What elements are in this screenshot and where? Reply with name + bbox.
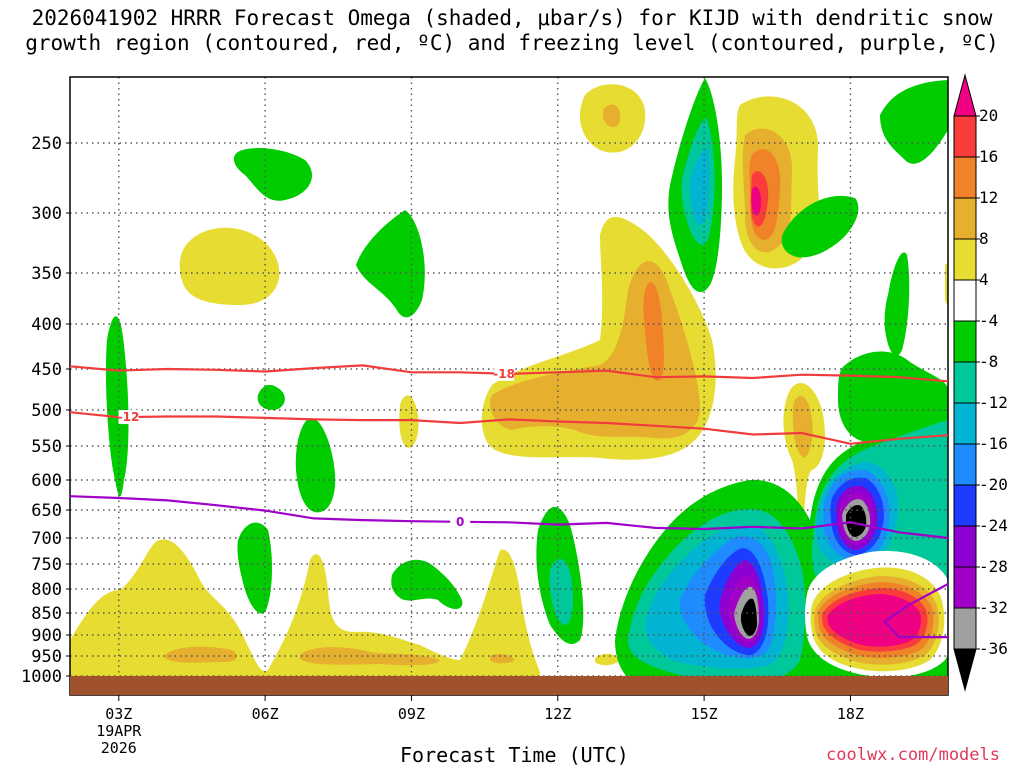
ascent-region bbox=[391, 559, 463, 609]
colorbar-swatch bbox=[953, 238, 977, 281]
subsidence-region bbox=[399, 395, 419, 448]
ascent-region bbox=[741, 598, 757, 636]
colorbar-label: -8 bbox=[979, 352, 998, 371]
colorbar: 20 16 12 8 4 -4 -8 -12 -16 -20 -24 -28 -32 -36 bbox=[953, 73, 1008, 692]
colorbar-label: 4 bbox=[979, 270, 989, 289]
colorbar-label: -28 bbox=[979, 557, 1008, 576]
colorbar-label: 20 bbox=[979, 106, 998, 125]
contour-label-background bbox=[118, 410, 139, 425]
colorbar-swatch bbox=[953, 607, 977, 650]
contour-label: -12 bbox=[118, 410, 140, 424]
x-tick-year: 2026 bbox=[101, 739, 137, 757]
y-tick-label: 900 bbox=[31, 626, 62, 646]
ascent-region bbox=[233, 148, 313, 201]
ascent-region bbox=[549, 558, 574, 625]
subsidence-region bbox=[595, 653, 620, 666]
colorbar-swatch bbox=[953, 443, 977, 486]
colorbar-label: 8 bbox=[979, 229, 989, 248]
x-tick-label: 12Z bbox=[544, 705, 571, 723]
ground-fill bbox=[70, 676, 948, 695]
colorbar-swatch bbox=[953, 484, 977, 527]
y-tick-label: 750 bbox=[31, 555, 62, 575]
y-tick-label: 950 bbox=[31, 647, 62, 667]
x-tick-date: 19APR bbox=[96, 722, 142, 740]
ascent-region bbox=[880, 80, 948, 164]
contour-lines: -18 -12 0 bbox=[69, 364, 949, 639]
x-tick-label: 06Z bbox=[252, 705, 279, 723]
y-tick-label: 1000 bbox=[21, 667, 62, 687]
ascent-region bbox=[237, 522, 272, 614]
ascent-region bbox=[884, 252, 910, 357]
colorbar-swatch bbox=[953, 320, 977, 363]
subsidence-region bbox=[751, 186, 762, 216]
y-tick-label: 300 bbox=[31, 204, 62, 224]
ascent-region bbox=[781, 195, 859, 258]
subsidence-region bbox=[603, 104, 621, 128]
y-axis-ticks: 2503003504004505005506006507007508008509… bbox=[21, 134, 70, 687]
subsidence-region bbox=[792, 396, 813, 458]
y-tick-label: 800 bbox=[31, 580, 62, 600]
contour-line bbox=[69, 495, 949, 540]
contour-label-background bbox=[494, 366, 515, 381]
x-tick-label: 03Z bbox=[105, 705, 132, 723]
subsidence-region bbox=[70, 539, 540, 690]
colorbar-swatch bbox=[953, 156, 977, 199]
gridlines bbox=[70, 77, 948, 695]
y-tick-label: 250 bbox=[31, 134, 62, 154]
x-axis-title: Forecast Time (UTC) bbox=[400, 743, 629, 767]
y-tick-label: 850 bbox=[31, 604, 62, 624]
colorbar-swatch bbox=[953, 525, 977, 568]
colorbar-swatch bbox=[953, 648, 977, 692]
colorbar-swatch bbox=[953, 115, 977, 158]
ascent-region bbox=[295, 418, 336, 513]
contour-label: -18 bbox=[493, 367, 515, 381]
colorbar-swatch bbox=[953, 402, 977, 445]
colorbar-label: -20 bbox=[979, 475, 1008, 494]
colorbar-label: 12 bbox=[979, 188, 998, 207]
y-tick-label: 450 bbox=[31, 360, 62, 380]
colorbar-label: -32 bbox=[979, 598, 1008, 617]
y-tick-label: 400 bbox=[31, 315, 62, 335]
x-tick-label: 09Z bbox=[398, 705, 425, 723]
x-tick-label: 18Z bbox=[837, 705, 864, 723]
ascent-region bbox=[257, 384, 285, 410]
y-tick-label: 700 bbox=[31, 529, 62, 549]
colorbar-swatch bbox=[953, 566, 977, 609]
colorbar-swatch bbox=[953, 279, 977, 322]
chart-title-line-2: growth region (contoured, red, ºC) and f… bbox=[25, 31, 999, 55]
ascent-region bbox=[689, 148, 710, 226]
y-tick-label: 500 bbox=[31, 401, 62, 421]
subsidence-region bbox=[300, 647, 440, 666]
x-tick-label: 15Z bbox=[691, 705, 718, 723]
subsidence-region bbox=[179, 227, 280, 305]
colorbar-swatch bbox=[953, 197, 977, 240]
contour-line bbox=[69, 411, 949, 445]
colorbar-label: -12 bbox=[979, 393, 1008, 412]
colorbar-label: -4 bbox=[979, 311, 998, 330]
colorbar-label: -16 bbox=[979, 434, 1008, 453]
colorbar-label: -36 bbox=[979, 639, 1008, 658]
ascent-region bbox=[105, 316, 129, 497]
subsidence-region bbox=[165, 646, 237, 663]
subsidence-region bbox=[643, 281, 664, 381]
ascent-region bbox=[356, 210, 425, 318]
contour-line bbox=[882, 583, 949, 639]
contour-label: 0 bbox=[456, 515, 464, 529]
y-tick-label: 650 bbox=[31, 501, 62, 521]
y-tick-label: 600 bbox=[31, 471, 62, 491]
subsidence-region bbox=[490, 653, 515, 664]
chart-title-line-1: 2026041902 HRRR Forecast Omega (shaded, … bbox=[31, 6, 993, 30]
colorbar-label: -24 bbox=[979, 516, 1008, 535]
contour-label-background bbox=[450, 514, 471, 529]
y-tick-label: 550 bbox=[31, 437, 62, 457]
credit-link[interactable]: coolwx.com/models bbox=[826, 745, 1000, 765]
y-tick-label: 350 bbox=[31, 264, 62, 284]
colorbar-label: 16 bbox=[979, 147, 998, 166]
colorbar-swatch bbox=[953, 73, 977, 117]
colorbar-swatch bbox=[953, 361, 977, 404]
omega-shading bbox=[70, 78, 948, 690]
